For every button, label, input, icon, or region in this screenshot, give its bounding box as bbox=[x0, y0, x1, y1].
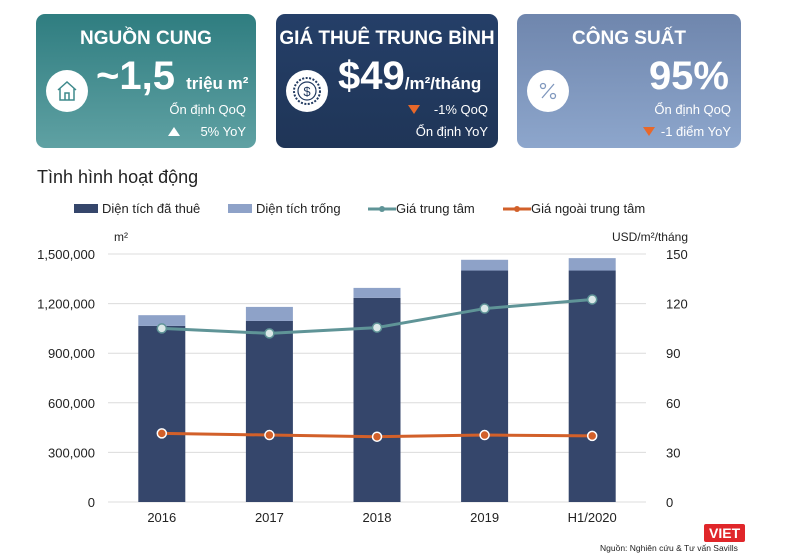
dollar-coin-icon: $ bbox=[286, 70, 328, 112]
legend-swatch bbox=[74, 204, 98, 213]
section-title: Tình hình hoạt động bbox=[37, 167, 199, 187]
legend-label: Giá trung tâm bbox=[396, 201, 475, 216]
viet-logo: VIET bbox=[704, 524, 746, 542]
percent-icon bbox=[527, 70, 569, 112]
data-point bbox=[264, 328, 275, 339]
x-tick-label: 2016 bbox=[147, 510, 176, 525]
y-tick-label: 900,000 bbox=[48, 346, 95, 361]
legend-vacant: Diện tích trống bbox=[228, 201, 341, 216]
y-tick-label: 0 bbox=[88, 495, 95, 510]
y2-axis-label: USD/m²/tháng bbox=[612, 230, 688, 244]
bar-vacant bbox=[568, 258, 616, 271]
up-triangle-icon bbox=[168, 127, 181, 136]
card-yoy: 5% YoY bbox=[168, 124, 246, 139]
card-qoq: Ổn định QoQ bbox=[654, 102, 731, 117]
bar-vacant bbox=[461, 259, 509, 271]
rent-card: GIÁ THUÊ TRUNG BÌNH $ $49/m²/tháng -1% Q… bbox=[276, 14, 498, 148]
card-title: NGUỒN CUNG bbox=[80, 28, 212, 49]
x-tick-label: H1/2020 bbox=[568, 510, 617, 525]
data-point bbox=[371, 431, 383, 442]
y2-tick-label: 150 bbox=[666, 247, 688, 262]
down-triangle-icon bbox=[407, 105, 420, 114]
legend-central: Giá trung tâm bbox=[368, 201, 475, 216]
bar-leased bbox=[245, 320, 293, 502]
bar-leased bbox=[138, 325, 186, 502]
source-note: Nguồn: Nghiên cứu & Tư vấn Savills bbox=[600, 543, 738, 553]
card-value: 95% bbox=[648, 54, 729, 98]
legend-line-marker bbox=[368, 205, 396, 212]
y-axis-label: m² bbox=[114, 230, 128, 244]
card-yoy: Ổn định YoY bbox=[415, 124, 488, 139]
legend-label: Diện tích đã thuê bbox=[102, 201, 201, 216]
down-triangle-icon bbox=[642, 127, 655, 136]
card-qoq: -1% QoQ bbox=[407, 102, 488, 117]
y2-tick-label: 120 bbox=[666, 297, 688, 312]
y2-tick-label: 90 bbox=[666, 346, 680, 361]
bar-leased bbox=[568, 270, 616, 502]
legend-label: Diện tích trống bbox=[256, 201, 341, 216]
data-point bbox=[156, 428, 168, 439]
card-value: ~1,5 triệu m² bbox=[96, 54, 249, 98]
card-value: $49/m²/tháng bbox=[338, 54, 482, 98]
x-tick-label: 2019 bbox=[470, 510, 499, 525]
y2-tick-label: 0 bbox=[666, 495, 673, 510]
x-tick-label: 2018 bbox=[363, 510, 392, 525]
card-qoq: Ổn định QoQ bbox=[169, 102, 246, 117]
y2-tick-label: 30 bbox=[666, 445, 680, 460]
legend-label: Giá ngoài trung tâm bbox=[531, 201, 646, 216]
y-tick-label: 1,200,000 bbox=[37, 297, 95, 312]
data-point bbox=[586, 430, 598, 442]
y2-tick-label: 60 bbox=[666, 396, 680, 411]
card-title: GIÁ THUÊ TRUNG BÌNH bbox=[279, 28, 495, 49]
data-point bbox=[479, 429, 490, 441]
bar-vacant bbox=[245, 306, 293, 321]
y-tick-label: 1,500,000 bbox=[37, 247, 95, 262]
card-yoy: -1 điểm YoY bbox=[642, 124, 731, 139]
supply-card: NGUỒN CUNG ~1,5 triệu m² Ổn định QoQ 5% … bbox=[36, 14, 256, 148]
data-point bbox=[264, 429, 275, 441]
legend-leased: Diện tích đã thuê bbox=[74, 201, 200, 216]
svg-text:$: $ bbox=[303, 84, 311, 99]
data-point bbox=[156, 323, 168, 334]
occupancy-card: CÔNG SUẤT 95% Ổn định QoQ -1 điểm YoY bbox=[517, 14, 741, 148]
y-tick-label: 600,000 bbox=[48, 396, 95, 411]
card-title: CÔNG SUẤT bbox=[572, 28, 686, 49]
y-tick-label: 300,000 bbox=[48, 445, 95, 460]
data-point bbox=[371, 322, 383, 333]
bar-vacant bbox=[138, 315, 186, 326]
data-point bbox=[586, 294, 598, 305]
bar-vacant bbox=[353, 287, 401, 298]
x-tick-label: 2017 bbox=[255, 510, 284, 525]
data-point bbox=[479, 303, 490, 314]
legend-swatch bbox=[228, 204, 252, 213]
legend-noncentral: Giá ngoài trung tâm bbox=[503, 201, 645, 216]
legend-line-marker bbox=[503, 205, 531, 212]
house-icon bbox=[46, 70, 88, 112]
